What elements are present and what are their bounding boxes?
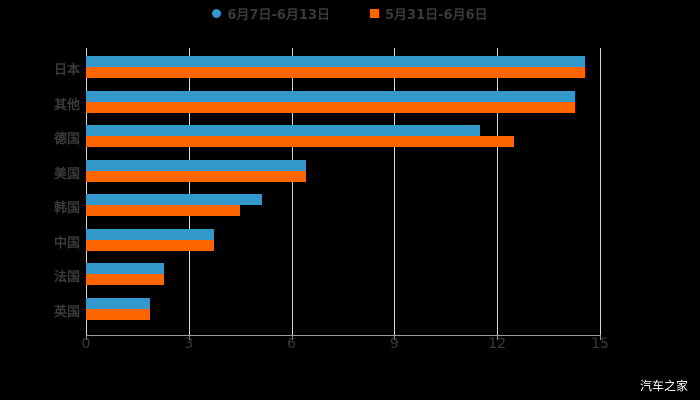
bar-英国-series-1[interactable] bbox=[86, 308, 151, 320]
category-label: 美国 bbox=[53, 166, 80, 182]
x-tick-label: 9 bbox=[389, 336, 399, 352]
legend-label: 5月31日-6月6日 bbox=[385, 8, 488, 23]
bar-法国-series-0[interactable] bbox=[86, 263, 165, 274]
bar-中国-series-0[interactable] bbox=[86, 228, 214, 240]
x-tick-label: 12 bbox=[488, 336, 507, 352]
category-label: 日本 bbox=[53, 63, 80, 78]
chart-legend: 6月7日-6月13日 5月31日-6月6日 bbox=[0, 4, 700, 23]
x-tick-label: 0 bbox=[81, 336, 91, 352]
x-tick-label: 6 bbox=[287, 336, 297, 352]
bar-美国-series-1[interactable] bbox=[86, 170, 306, 182]
x-tick bbox=[600, 335, 601, 340]
plot-area bbox=[86, 48, 601, 335]
legend-item-series-1[interactable]: 5月31日-6月6日 bbox=[370, 4, 488, 23]
bar-韩国-series-0[interactable] bbox=[86, 194, 263, 205]
bar-法国-series-1[interactable] bbox=[86, 274, 165, 285]
gridline bbox=[600, 48, 601, 335]
category-label: 法国 bbox=[53, 270, 80, 285]
x-tick bbox=[394, 335, 396, 340]
bar-英国-series-0[interactable] bbox=[86, 297, 151, 309]
bar-德国-series-0[interactable] bbox=[86, 125, 481, 136]
category-label: 中国 bbox=[53, 235, 80, 251]
bar-德国-series-1[interactable] bbox=[86, 136, 514, 147]
gridline bbox=[497, 48, 499, 335]
legend-item-series-0[interactable]: 6月7日-6月13日 bbox=[212, 4, 330, 23]
bar-日本-series-0[interactable] bbox=[86, 56, 585, 67]
bar-其他-series-1[interactable] bbox=[86, 101, 575, 113]
category-label: 其他 bbox=[53, 97, 80, 113]
category-label: 英国 bbox=[53, 304, 80, 320]
bar-美国-series-0[interactable] bbox=[86, 159, 306, 171]
watermark: 汽车之家 bbox=[639, 379, 688, 393]
bar-日本-series-1[interactable] bbox=[86, 67, 585, 78]
x-tick bbox=[86, 335, 87, 340]
x-tick bbox=[497, 335, 499, 340]
gridline bbox=[291, 48, 293, 335]
category-label: 德国 bbox=[53, 132, 80, 147]
bar-其他-series-0[interactable] bbox=[86, 90, 575, 102]
category-label: 韩国 bbox=[53, 201, 80, 216]
x-axis-line bbox=[86, 335, 601, 336]
bar-中国-series-1[interactable] bbox=[86, 239, 214, 251]
y-axis-line bbox=[86, 48, 87, 335]
legend-label: 6月7日-6月13日 bbox=[227, 8, 330, 23]
gridline bbox=[188, 48, 190, 335]
x-tick-label: 3 bbox=[184, 336, 194, 352]
bar-韩国-series-1[interactable] bbox=[86, 205, 240, 216]
gridline bbox=[394, 48, 396, 335]
x-tick bbox=[188, 335, 190, 340]
x-tick-label: 15 bbox=[591, 336, 609, 352]
x-tick bbox=[291, 335, 293, 340]
square-marker-icon bbox=[370, 9, 379, 18]
circle-marker-icon bbox=[212, 9, 222, 18]
